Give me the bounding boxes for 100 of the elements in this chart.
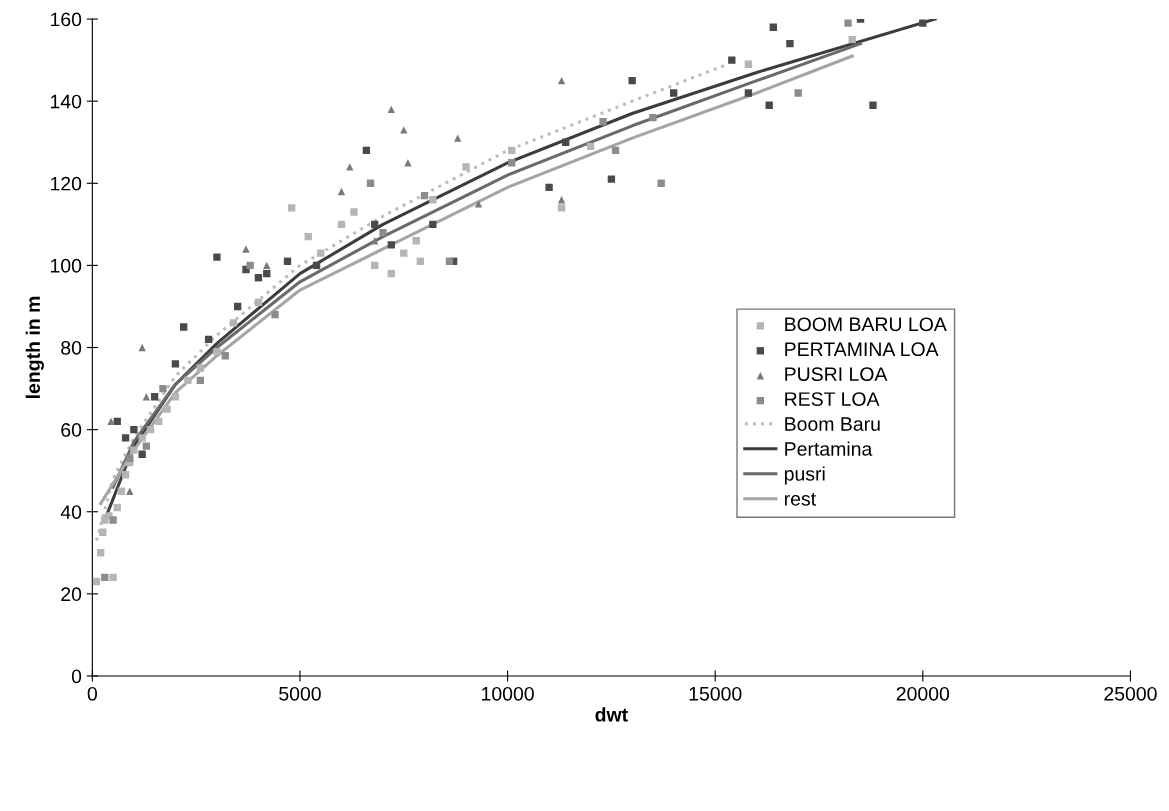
point xyxy=(130,425,138,434)
point xyxy=(445,257,454,265)
point xyxy=(229,319,238,327)
point xyxy=(387,241,395,249)
y-tick-label: 160 xyxy=(50,12,82,27)
point xyxy=(557,76,566,85)
point xyxy=(337,187,346,196)
point xyxy=(113,503,121,512)
point xyxy=(429,196,437,204)
point xyxy=(557,204,566,212)
legend-label: PERTAMINA LOA xyxy=(785,342,939,357)
x-tick-label: 20000 xyxy=(896,686,950,701)
x-axis-title: dwt xyxy=(595,707,628,722)
legend-label: Pertamina xyxy=(785,441,873,456)
point xyxy=(919,19,927,27)
point xyxy=(138,343,146,352)
point xyxy=(429,220,437,229)
point xyxy=(371,261,379,270)
point xyxy=(171,360,180,368)
point xyxy=(420,191,429,200)
point xyxy=(159,384,167,393)
point xyxy=(412,237,420,245)
x-tick-label: 25000 xyxy=(1104,686,1157,701)
point xyxy=(346,163,354,171)
point xyxy=(171,393,180,401)
legend-label: BOOM BARU LOA xyxy=(785,317,947,332)
point xyxy=(283,257,292,265)
point xyxy=(794,89,802,97)
point xyxy=(317,249,325,257)
point xyxy=(242,245,250,253)
point xyxy=(213,347,221,356)
point xyxy=(371,237,379,245)
point xyxy=(844,19,852,27)
point xyxy=(213,253,221,261)
point xyxy=(163,405,171,413)
point xyxy=(454,134,462,142)
point xyxy=(657,179,665,187)
legend-label: pusri xyxy=(784,466,825,485)
x-tick-label: 10000 xyxy=(482,686,534,701)
point xyxy=(263,269,271,278)
point xyxy=(138,434,146,442)
point xyxy=(379,228,387,237)
y-tick-label: 80 xyxy=(61,340,82,355)
point xyxy=(109,516,117,524)
point xyxy=(146,425,155,434)
point xyxy=(204,335,213,343)
point xyxy=(287,204,296,212)
point xyxy=(786,40,794,48)
y-tick-label: 140 xyxy=(50,94,82,109)
point xyxy=(121,434,130,442)
point xyxy=(387,269,395,278)
y-tick-label: 60 xyxy=(61,423,82,437)
point xyxy=(557,196,566,204)
point xyxy=(155,417,163,426)
point xyxy=(474,200,483,208)
point xyxy=(254,274,263,282)
point xyxy=(254,298,263,307)
point xyxy=(462,163,470,171)
point xyxy=(670,89,678,97)
point xyxy=(246,261,254,270)
point xyxy=(586,142,595,151)
point xyxy=(184,376,192,385)
point xyxy=(304,232,312,241)
point xyxy=(611,146,620,155)
point xyxy=(649,113,657,122)
legend-label: Boom Baru xyxy=(785,417,880,431)
x-tick-label: 5000 xyxy=(279,686,321,701)
x-tick-label: 15000 xyxy=(689,686,742,701)
point xyxy=(371,220,379,229)
y-axis-title: length in m xyxy=(25,296,44,398)
point xyxy=(400,249,408,257)
point xyxy=(337,220,346,229)
point xyxy=(234,302,242,311)
point xyxy=(607,175,616,183)
x-tick-label: 0 xyxy=(87,686,97,701)
point xyxy=(271,310,279,319)
point xyxy=(109,573,117,582)
point xyxy=(180,323,188,331)
point xyxy=(113,417,121,426)
point xyxy=(126,487,134,495)
point xyxy=(728,56,736,64)
point xyxy=(263,261,271,270)
point xyxy=(121,471,130,479)
point xyxy=(142,393,151,401)
point xyxy=(562,138,570,146)
y-tick-label: 40 xyxy=(60,505,82,519)
point xyxy=(221,352,229,360)
point xyxy=(848,35,856,44)
point xyxy=(869,101,877,109)
point xyxy=(744,60,753,68)
point xyxy=(769,23,777,31)
point xyxy=(416,257,425,265)
y-tick-label: 120 xyxy=(50,176,82,191)
y-tick-label: 0 xyxy=(71,669,82,684)
point xyxy=(545,183,553,192)
y-tick-label: 100 xyxy=(50,258,82,273)
point xyxy=(138,450,146,458)
point xyxy=(400,126,408,134)
point xyxy=(96,549,105,557)
point xyxy=(508,146,516,155)
